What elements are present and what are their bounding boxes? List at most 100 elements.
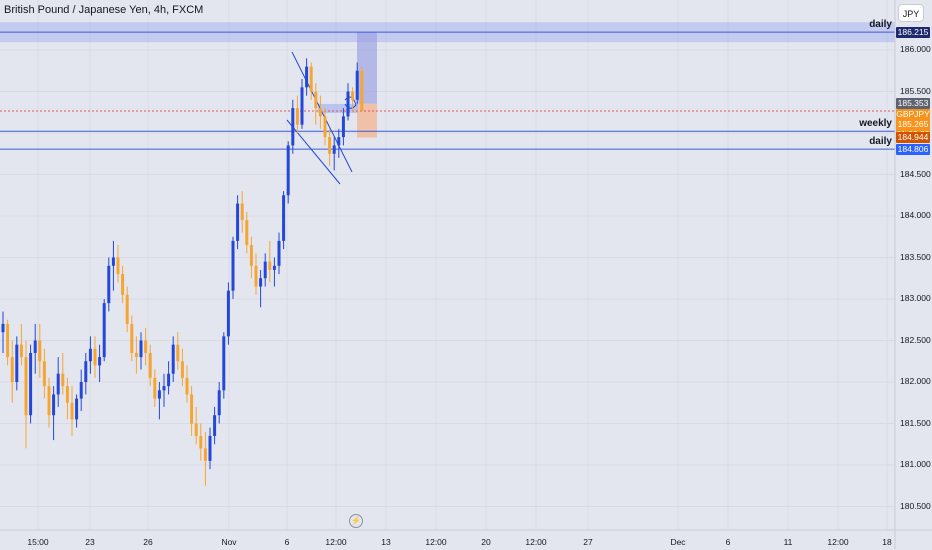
candle-body [47, 386, 51, 416]
candle-body [52, 394, 56, 416]
candle-body [153, 377, 157, 399]
candle-body [1, 323, 5, 333]
chart-title: British Pound / Japanese Yen, 4h, FXCM [4, 4, 204, 16]
candle-body [323, 116, 327, 138]
candle-body [29, 352, 33, 416]
x-tick-label: Dec [670, 537, 686, 547]
candle-body [337, 137, 341, 146]
candle-body [19, 344, 23, 358]
candle-body [148, 352, 152, 378]
trade-zones [0, 22, 895, 138]
candle-body [33, 340, 37, 353]
candle-body [185, 377, 189, 395]
x-tick-label: 13 [381, 537, 391, 547]
candle-body [107, 265, 111, 304]
lightning-icon[interactable]: ⚡ [349, 514, 363, 528]
candle-body [300, 87, 304, 125]
channel-upper-line [291, 51, 353, 173]
x-tick-label: 15:00 [27, 537, 49, 547]
target-zone [357, 32, 377, 104]
candle-body [240, 203, 244, 221]
y-tick-label: 184.000 [900, 210, 931, 220]
y-tick-label: 181.500 [900, 417, 931, 428]
candle-body [341, 116, 345, 138]
candle-body [111, 257, 115, 266]
price-tag-stop: 184.944 [896, 132, 930, 144]
candle-body [38, 340, 42, 362]
y-tick-label: 185.500 [900, 85, 931, 96]
candle-body [277, 240, 281, 266]
candle-body [171, 344, 175, 374]
candle-body [355, 70, 359, 100]
candle-body [263, 261, 267, 279]
y-tick-label: 182.000 [900, 376, 931, 386]
currency-button[interactable]: JPY [898, 4, 924, 22]
x-tick-label: 27 [583, 537, 593, 547]
candle-body [217, 390, 221, 416]
candle-body [65, 386, 69, 403]
candle-body [360, 70, 364, 111]
candle-body [157, 390, 161, 399]
candle-body [190, 394, 194, 424]
candle-body [328, 137, 332, 154]
candle-body [10, 357, 14, 382]
candle-body [180, 361, 184, 378]
candle-body [213, 415, 217, 436]
y-tick-label: 182.500 [900, 334, 931, 345]
candles [1, 58, 364, 486]
x-tick-label: 12:00 [325, 537, 347, 547]
price-tag-last: 185.265 [896, 119, 930, 131]
candle-body [134, 352, 138, 358]
y-tick-label: 184.500 [900, 168, 931, 179]
y-tick-label: 186.000 [900, 44, 931, 54]
y-tick-label: 181.000 [900, 459, 931, 469]
candle-body [259, 278, 263, 287]
level-label-weekly: weekly [859, 118, 892, 130]
chart-grid [0, 0, 895, 530]
x-tick-label: 11 [783, 537, 793, 547]
candle-body [56, 373, 60, 395]
y-tick-label: 183.500 [900, 251, 931, 262]
candle-body [61, 373, 65, 387]
x-tick-label: 20 [481, 537, 491, 547]
candle-body [208, 435, 212, 461]
y-tick-label: 180.500 [900, 500, 931, 511]
level-label-daily-mid: daily [869, 136, 892, 148]
x-tick-label: 26 [143, 537, 153, 547]
candle-body [305, 66, 309, 88]
candle-body [194, 423, 198, 436]
candle-body [15, 344, 19, 382]
x-tick-label: 6 [725, 537, 731, 547]
candle-body [236, 203, 240, 241]
price-tag-zone-top: 185.353 [896, 98, 930, 110]
candle-body [314, 91, 318, 109]
candle-body [282, 195, 286, 241]
candle-body [162, 386, 166, 391]
level-label-daily-top: daily [869, 19, 892, 31]
candle-body [346, 91, 350, 117]
candle-body [130, 323, 134, 353]
candle-body [116, 257, 120, 275]
candle-body [98, 357, 102, 366]
candle-body [332, 145, 336, 154]
candle-body [93, 348, 97, 366]
candle-body [254, 265, 258, 287]
candle-body [6, 323, 10, 358]
candle-body [199, 435, 203, 449]
candle-body [268, 261, 272, 270]
candle-body [24, 357, 28, 416]
consolidation-box [318, 103, 358, 113]
candle-body [222, 336, 226, 391]
horizontal-levels [0, 31, 895, 150]
candle-body [351, 91, 355, 100]
candle-body [226, 290, 230, 337]
candle-body [70, 402, 74, 420]
candle-body [144, 340, 148, 353]
candle-body [309, 66, 313, 92]
candle-body [42, 361, 46, 387]
candle-body [291, 108, 295, 146]
candle-body [249, 245, 253, 266]
x-tick-label: 18 [882, 537, 892, 547]
x-tick-label: 12:00 [827, 537, 849, 547]
